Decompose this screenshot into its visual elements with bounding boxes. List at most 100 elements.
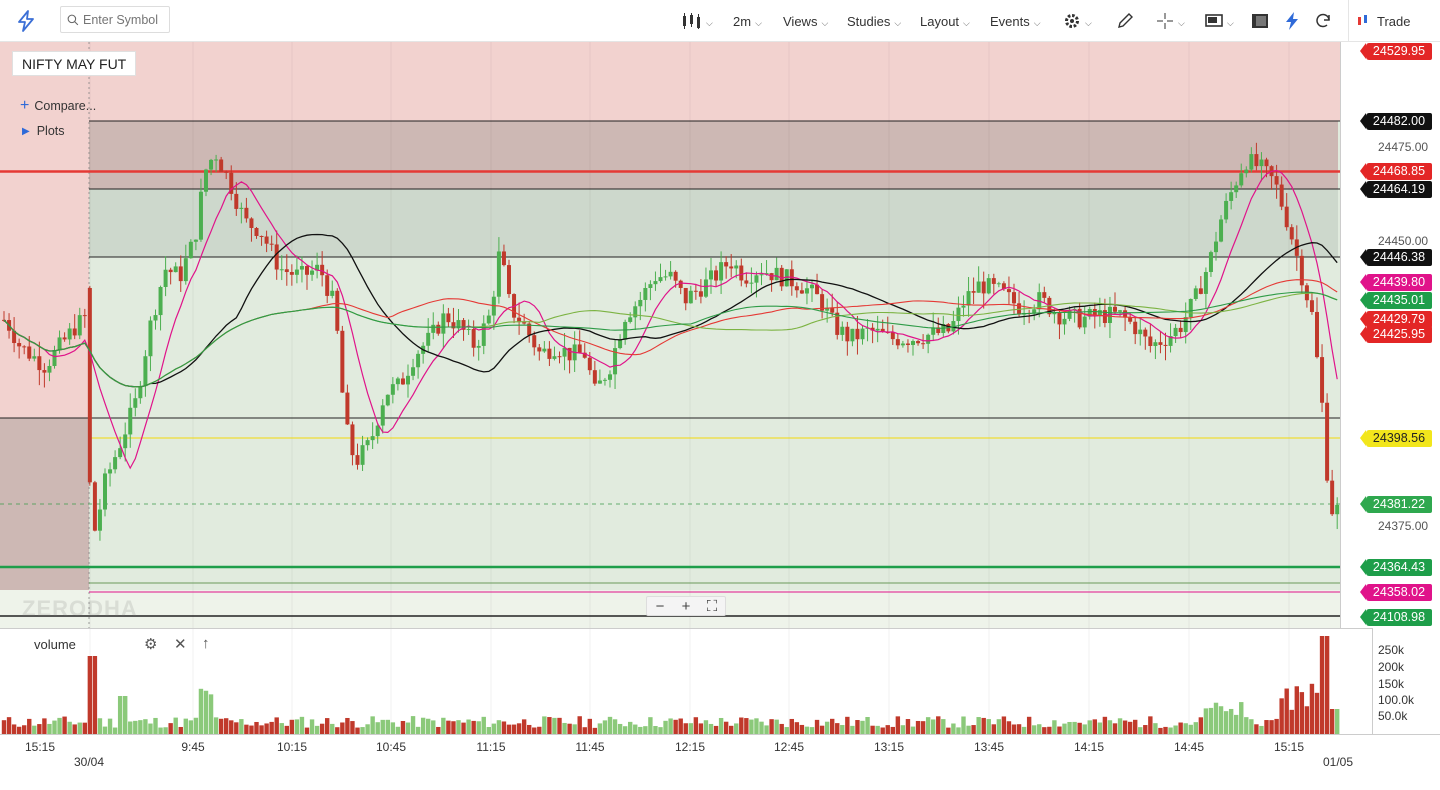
views-dropdown[interactable]: Views ⌵ bbox=[783, 13, 829, 29]
price-chart-canvas[interactable] bbox=[0, 42, 1340, 628]
price-tag: 24464.19 bbox=[1360, 180, 1432, 198]
candle-body bbox=[658, 277, 663, 282]
candle-body bbox=[264, 236, 269, 244]
volume-bar bbox=[567, 723, 572, 734]
volume-bar bbox=[360, 727, 365, 734]
candle-body bbox=[1143, 329, 1148, 337]
trade-button[interactable]: Trade bbox=[1348, 0, 1410, 42]
candle-body bbox=[936, 327, 941, 334]
interval-dropdown[interactable]: 2m ⌵ bbox=[733, 13, 762, 29]
candle-body bbox=[759, 274, 764, 276]
volume-bar bbox=[163, 727, 168, 734]
candle-body bbox=[77, 315, 82, 336]
volume-chart-canvas[interactable] bbox=[0, 629, 1372, 735]
volume-bar bbox=[905, 719, 911, 734]
arrow-up-icon[interactable]: ↑ bbox=[202, 635, 210, 652]
volume-bar bbox=[1335, 709, 1340, 734]
volume-bar bbox=[814, 719, 820, 734]
volume-bar bbox=[961, 716, 966, 734]
volume-bar bbox=[1239, 702, 1244, 734]
candle-body bbox=[461, 320, 466, 330]
volume-bar bbox=[1264, 720, 1269, 734]
chart-type-button[interactable]: ⌵ bbox=[682, 0, 713, 42]
close-icon[interactable]: ✕ bbox=[174, 636, 187, 653]
volume-bar bbox=[1138, 727, 1143, 734]
volume-bar bbox=[471, 720, 476, 734]
price-axis[interactable] bbox=[1340, 42, 1440, 628]
quick-trade-button[interactable] bbox=[1284, 0, 1300, 42]
studies-dropdown[interactable]: Studies ⌵ bbox=[847, 13, 902, 29]
volume-bar bbox=[527, 724, 532, 734]
candlestick-icon bbox=[683, 13, 700, 29]
candle-body bbox=[653, 281, 658, 285]
volume-bar bbox=[128, 721, 133, 734]
candle-body bbox=[426, 332, 431, 346]
volume-bar bbox=[1087, 720, 1092, 734]
candle-body bbox=[57, 337, 62, 351]
candle-body bbox=[229, 172, 234, 194]
candle-body bbox=[269, 243, 274, 245]
trade-label: Trade bbox=[1377, 13, 1411, 29]
candle-body bbox=[138, 386, 143, 399]
volume-bar bbox=[764, 725, 769, 734]
symbol-search[interactable] bbox=[60, 6, 170, 33]
candle-body bbox=[602, 379, 607, 381]
candle-body bbox=[1315, 311, 1319, 358]
draw-tool-button[interactable] bbox=[1116, 0, 1134, 42]
candle-body bbox=[214, 159, 219, 161]
volume-bar bbox=[193, 717, 199, 734]
volume-bar bbox=[279, 723, 284, 734]
volume-bar bbox=[72, 724, 77, 734]
volume-bar bbox=[476, 721, 481, 734]
volume-bar bbox=[1329, 709, 1335, 734]
volume-pane[interactable] bbox=[0, 628, 1372, 735]
volume-bar bbox=[203, 690, 209, 734]
triangle-right-icon: ▶ bbox=[22, 125, 30, 137]
volume-bar bbox=[915, 720, 921, 734]
kite-logo-icon[interactable] bbox=[16, 0, 36, 42]
gear-icon[interactable]: ⚙ bbox=[144, 636, 158, 653]
zoom-out-button[interactable]: − bbox=[655, 597, 665, 615]
refresh-button[interactable] bbox=[1314, 0, 1332, 42]
volume-bar bbox=[703, 720, 709, 734]
volume-bar bbox=[1133, 719, 1138, 734]
volume-bar bbox=[668, 718, 673, 734]
layout-dropdown[interactable]: Layout ⌵ bbox=[920, 13, 970, 29]
volume-bar bbox=[931, 719, 936, 734]
candle-body bbox=[850, 328, 855, 342]
price-chart-pane[interactable] bbox=[0, 42, 1340, 628]
volume-bar bbox=[1203, 708, 1209, 734]
volume-bar bbox=[355, 727, 360, 734]
volume-bar bbox=[1021, 726, 1027, 734]
settings-button[interactable]: ⌵ bbox=[1063, 0, 1092, 42]
volume-bar bbox=[885, 725, 890, 734]
symbol-search-input[interactable] bbox=[83, 12, 169, 27]
plots-toggle[interactable]: ▶ Plots bbox=[22, 124, 65, 138]
crosshair-button[interactable]: ⌵ bbox=[1156, 0, 1185, 42]
compare-button[interactable]: + Compare... bbox=[20, 97, 96, 115]
zoom-in-button[interactable]: + bbox=[681, 597, 691, 615]
candle-body bbox=[815, 284, 820, 295]
candle-body bbox=[1107, 306, 1112, 324]
candle-body bbox=[456, 320, 461, 329]
volume-bar bbox=[314, 725, 320, 734]
candle-body bbox=[173, 266, 178, 273]
candle-body bbox=[345, 392, 350, 425]
time-axis[interactable] bbox=[0, 734, 1440, 780]
volume-bar bbox=[779, 723, 784, 734]
volume-bar bbox=[1284, 688, 1289, 734]
volume-bar bbox=[1183, 723, 1188, 734]
screenshot-button[interactable]: ⌵ bbox=[1205, 0, 1234, 42]
volume-bar bbox=[597, 723, 603, 734]
volume-bar bbox=[521, 719, 527, 734]
candle-body bbox=[1057, 312, 1062, 325]
time-tick-label: 15:15 bbox=[24, 740, 56, 754]
candle-body bbox=[244, 207, 249, 219]
candle-body bbox=[178, 266, 183, 282]
candle-body bbox=[613, 348, 618, 375]
events-dropdown[interactable]: Events ⌵ bbox=[990, 13, 1041, 29]
candle-body bbox=[562, 347, 567, 357]
candle-body bbox=[471, 329, 476, 348]
fullscreen-icon[interactable]: ⛶ bbox=[706, 597, 718, 615]
panel-toggle-button[interactable] bbox=[1251, 0, 1269, 42]
